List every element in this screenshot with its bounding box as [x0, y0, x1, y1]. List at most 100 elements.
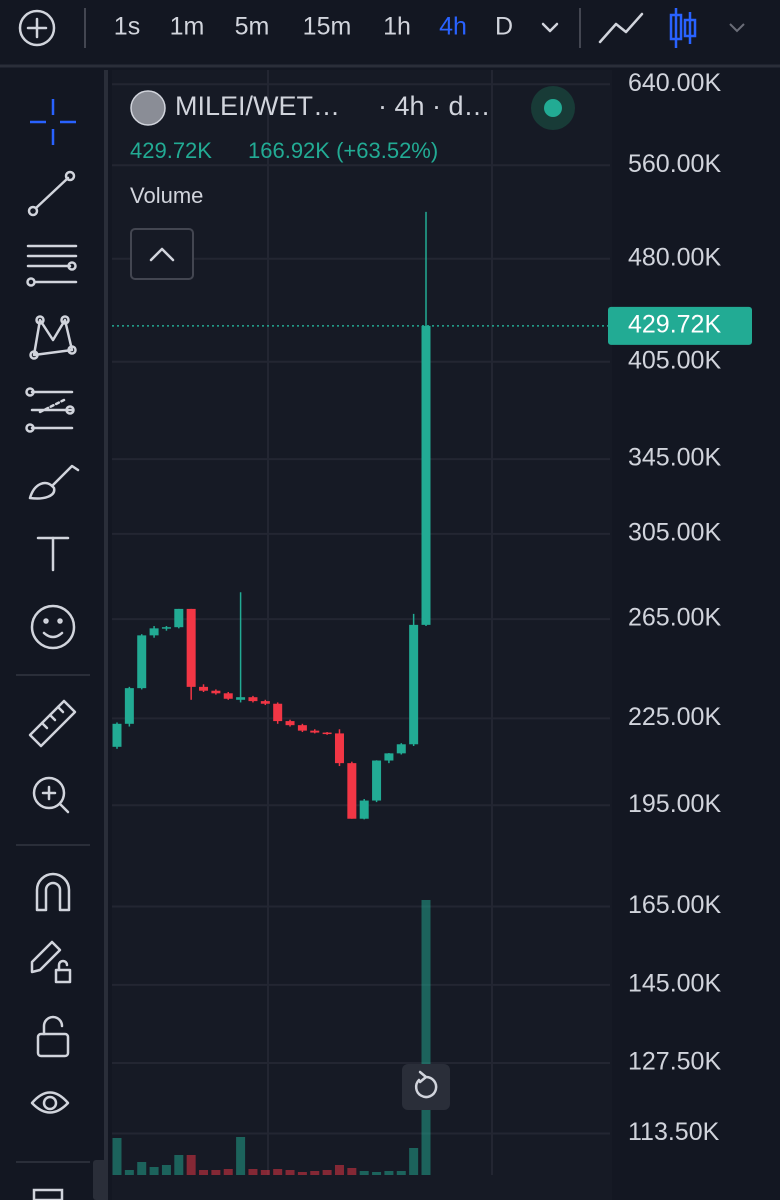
- symbol[interactable]: MILEI/WET…: [175, 91, 340, 121]
- interval-dropdown[interactable]: [541, 22, 559, 33]
- status-dot: [544, 99, 562, 117]
- candle-body: [211, 690, 221, 694]
- candle-body: [273, 703, 283, 722]
- interval-group: 1s 1m 5m 15m 1h 4h D: [114, 13, 513, 41]
- candle-body: [124, 688, 134, 724]
- lock-tool[interactable]: [36, 1015, 70, 1058]
- crosshair-tool[interactable]: [30, 99, 76, 145]
- volume-bar: [137, 1162, 147, 1175]
- volume-bar: [211, 1170, 221, 1175]
- candle-body: [223, 693, 233, 699]
- volume-bar: [334, 1165, 344, 1175]
- volume-bar: [273, 1169, 283, 1175]
- interval-button[interactable]: 1m: [170, 13, 205, 41]
- candle-body: [137, 635, 147, 689]
- interval-button[interactable]: 1h: [383, 13, 411, 41]
- interval-button[interactable]: D: [495, 13, 513, 41]
- symbol-meta: · 4h · d…: [378, 91, 491, 121]
- y-tick-label: 560.00K: [628, 150, 721, 178]
- y-tick-label: 345.00K: [628, 444, 721, 472]
- volume-bar: [186, 1155, 196, 1175]
- volume-bar: [421, 900, 431, 1175]
- price-axis: 640.00K 560.00K 480.00K 405.00K 345.00K 305.0…: [608, 69, 752, 1146]
- y-tick-label: 640.00K: [628, 69, 721, 97]
- candle-body: [112, 723, 122, 747]
- y-tick-label: 265.00K: [628, 604, 721, 632]
- delete-tool[interactable]: [32, 1188, 64, 1200]
- left-toolbar: [0, 70, 104, 1200]
- candle-body: [384, 753, 394, 761]
- volume-bar: [149, 1167, 159, 1175]
- volume-bar: [384, 1171, 394, 1175]
- candles: [112, 211, 610, 820]
- volume-label: Volume: [130, 183, 203, 208]
- interval-button[interactable]: 15m: [303, 13, 352, 41]
- candle-body: [322, 732, 332, 735]
- candle-style-icon[interactable]: [669, 8, 697, 48]
- volume-bar: [359, 1171, 369, 1175]
- y-tick-label: 127.50K: [628, 1048, 721, 1076]
- candle-body: [297, 725, 307, 731]
- y-tick-label: 225.00K: [628, 703, 721, 731]
- interval-button[interactable]: 4h: [439, 13, 467, 41]
- lock-drawing-tool[interactable]: [30, 940, 72, 984]
- volume-bar: [236, 1137, 246, 1175]
- zoom-tool[interactable]: [32, 776, 70, 814]
- projection-tool[interactable]: [25, 387, 75, 433]
- interval-button[interactable]: 5m: [235, 13, 270, 41]
- y-tick-label: 113.50K: [628, 1118, 720, 1146]
- volume-bar: [223, 1169, 233, 1175]
- candle-body: [199, 686, 209, 691]
- pattern-tool[interactable]: [29, 315, 77, 360]
- reset-button[interactable]: [402, 1064, 450, 1110]
- text-tool[interactable]: [36, 536, 70, 572]
- magnet-tool[interactable]: [35, 872, 71, 912]
- candle-body: [310, 730, 320, 733]
- volume-bar: [199, 1170, 209, 1175]
- candle-body: [236, 697, 246, 700]
- volume-bar: [310, 1171, 320, 1175]
- candle-body: [409, 624, 419, 745]
- candle-body: [161, 627, 171, 629]
- interval-button[interactable]: 1s: [114, 13, 140, 41]
- volume-bar: [248, 1169, 258, 1175]
- line-style-icon[interactable]: [598, 12, 644, 44]
- emoji-tool[interactable]: [30, 604, 76, 650]
- grid: [112, 83, 610, 1135]
- visibility-tool[interactable]: [30, 1091, 70, 1114]
- volume-bar: [161, 1165, 171, 1175]
- ruler-tool[interactable]: [28, 699, 77, 748]
- trendline-tool[interactable]: [27, 170, 76, 217]
- last-price-badge: [608, 306, 752, 345]
- candle-body: [248, 697, 258, 702]
- candle-body: [372, 760, 382, 801]
- candle-body: [396, 744, 406, 754]
- reset-icon: [414, 1070, 438, 1099]
- top-bar: [0, 0, 780, 64]
- volume-bar: [396, 1171, 406, 1175]
- style-dropdown[interactable]: [729, 23, 745, 33]
- volume-bar: [174, 1155, 184, 1175]
- candle-body: [174, 608, 184, 628]
- volume-bar: [372, 1172, 382, 1175]
- y-tick-label: 165.00K: [628, 891, 721, 919]
- fib-tool[interactable]: [26, 244, 78, 287]
- volume-bar: [124, 1170, 134, 1175]
- last-value: 429.72K: [130, 138, 212, 163]
- brush-tool[interactable]: [28, 464, 80, 500]
- collapse-toolbar[interactable]: [93, 1160, 107, 1200]
- y-tick-label: 480.00K: [628, 243, 721, 271]
- volume-bar: [409, 1148, 419, 1175]
- y-tick-label: 405.00K: [628, 346, 721, 374]
- candle-body: [260, 701, 270, 704]
- change-value: 166.92K (+63.52%): [248, 138, 438, 163]
- y-tick-label: 305.00K: [628, 518, 721, 546]
- collapse-legend[interactable]: [130, 228, 194, 280]
- chevron-up: [149, 247, 175, 262]
- candle-body: [334, 733, 344, 764]
- volume-bar: [347, 1168, 357, 1175]
- candle-body: [421, 325, 431, 625]
- add-button[interactable]: [18, 9, 56, 47]
- volume-bar: [297, 1172, 307, 1175]
- candle-body: [186, 608, 196, 687]
